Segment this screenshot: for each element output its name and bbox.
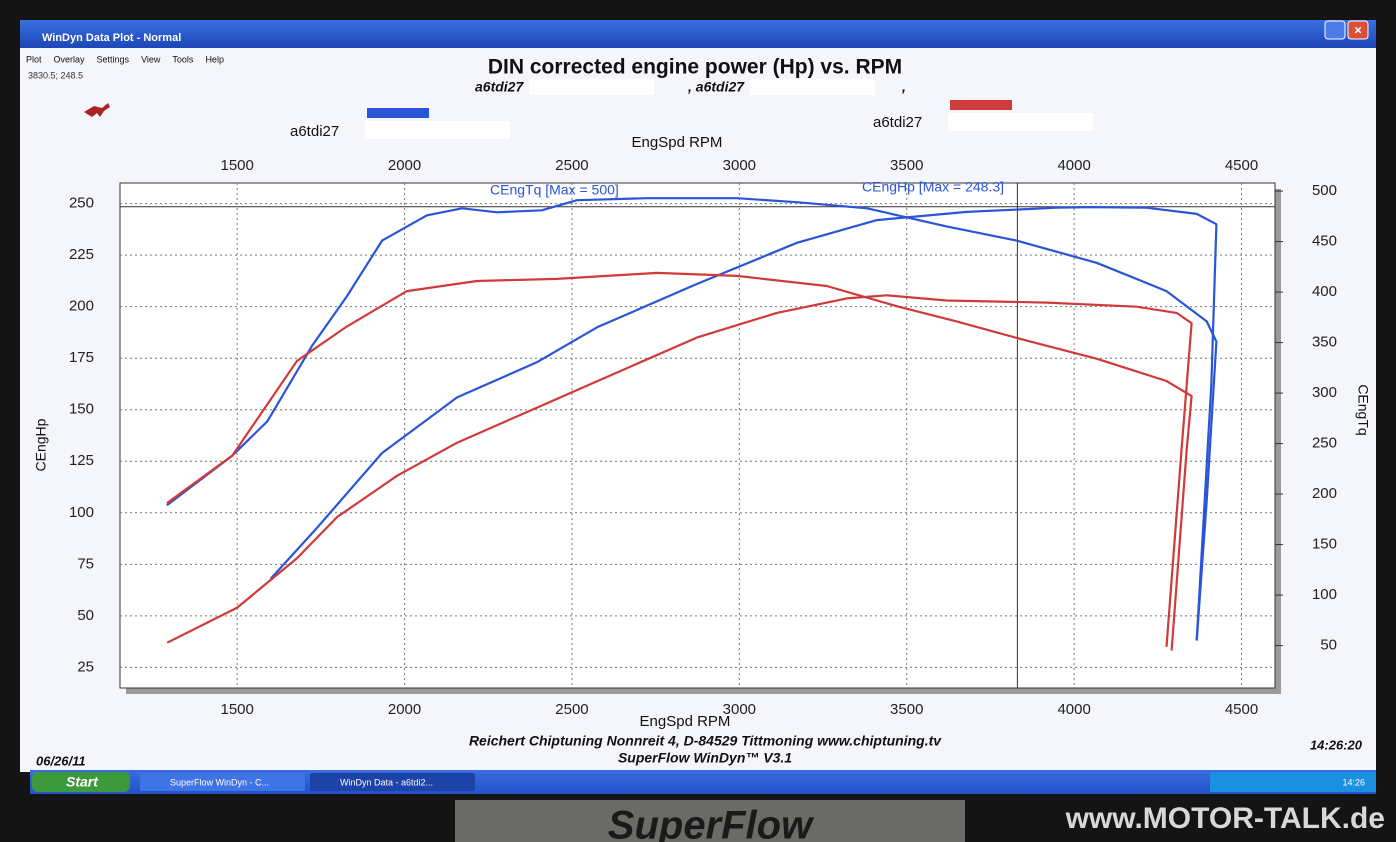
y2-tick-label: 300 bbox=[1312, 384, 1337, 401]
y-tick-label: 150 bbox=[69, 401, 94, 418]
menu-bar: Plot Overlay Settings View Tools Help bbox=[26, 54, 224, 64]
x-tick-label: 4500 bbox=[1225, 701, 1258, 718]
redaction bbox=[750, 79, 876, 95]
y2-tick-label: 350 bbox=[1312, 334, 1337, 351]
y-tick-label: 175 bbox=[69, 349, 94, 366]
footer: Reichert Chiptuning Nonnreit 4, D-84529 … bbox=[469, 733, 942, 749]
chart-subtitle: , a6tdi27 bbox=[687, 79, 745, 95]
annotation: CEngHp [Max = 248.3] bbox=[862, 179, 1004, 195]
x-tick-label: 4500 bbox=[1225, 157, 1258, 174]
task-label: SuperFlow WinDyn - C... bbox=[170, 777, 269, 787]
legend-swatch bbox=[950, 100, 1012, 110]
y-tick-label: 25 bbox=[77, 658, 94, 675]
logo bbox=[84, 103, 110, 117]
maximize-button[interactable] bbox=[1324, 20, 1346, 40]
monitor-plate bbox=[455, 800, 965, 842]
x-tick-label: 3000 bbox=[723, 157, 756, 174]
y-tick-label: 125 bbox=[69, 452, 94, 469]
task-button[interactable] bbox=[140, 773, 305, 791]
y-tick-label: 100 bbox=[69, 504, 94, 521]
chart: DIN corrected engine power (Hp) vs. RPMa… bbox=[33, 56, 1372, 769]
y-tick-label: 225 bbox=[69, 246, 94, 263]
y-axis-title: CEngHp bbox=[33, 418, 49, 471]
x-tick-label: 4000 bbox=[1057, 157, 1090, 174]
footer: SuperFlow WinDyn™ V3.1 bbox=[618, 750, 792, 766]
y2-tick-label: 400 bbox=[1312, 283, 1337, 300]
chart-subtitle: a6tdi27 bbox=[475, 79, 524, 95]
close-button[interactable] bbox=[1347, 20, 1369, 40]
menu-item[interactable]: Plot bbox=[26, 54, 42, 64]
menu-item[interactable]: View bbox=[141, 54, 161, 64]
y-tick-label: 50 bbox=[77, 607, 94, 624]
y2-tick-label: 100 bbox=[1312, 586, 1337, 603]
x-tick-label: 2500 bbox=[555, 157, 588, 174]
x-tick-label: 3000 bbox=[723, 701, 756, 718]
menu-item[interactable]: Overlay bbox=[54, 54, 86, 64]
chart-subtitle: , bbox=[901, 79, 906, 95]
time: 14:26:20 bbox=[1310, 737, 1363, 752]
status-readout: 3830.5; 248.5 bbox=[28, 70, 83, 80]
x-tick-label: 2000 bbox=[388, 701, 421, 718]
y2-tick-label: 500 bbox=[1312, 182, 1337, 199]
watermark: www.MOTOR-TALK.de bbox=[1065, 802, 1385, 835]
data-line bbox=[166, 271, 1193, 651]
task-button[interactable] bbox=[310, 773, 475, 791]
redaction bbox=[529, 79, 655, 95]
start-label: Start bbox=[66, 774, 99, 790]
legend-label: a6tdi27 bbox=[290, 123, 339, 140]
y2-tick-label: 450 bbox=[1312, 233, 1337, 250]
x-axis-title: EngSpd RPM bbox=[640, 713, 731, 730]
y-tick-label: 75 bbox=[77, 555, 94, 572]
redaction bbox=[948, 113, 1093, 131]
x-tick-label: 1500 bbox=[220, 157, 253, 174]
close-icon: × bbox=[1354, 22, 1362, 37]
y2-tick-label: 50 bbox=[1320, 637, 1337, 654]
clock: 14:26 bbox=[1342, 777, 1365, 787]
plot-area bbox=[119, 182, 1276, 689]
chart-title: DIN corrected engine power (Hp) vs. RPM bbox=[488, 56, 902, 79]
x-tick-label: 3500 bbox=[890, 157, 923, 174]
title-bar bbox=[20, 20, 1376, 48]
menu-item[interactable]: Help bbox=[205, 54, 224, 64]
data-line bbox=[166, 294, 1193, 647]
redaction bbox=[365, 121, 510, 139]
y2-tick-label: 250 bbox=[1312, 435, 1337, 452]
legend-swatch bbox=[367, 108, 429, 118]
start-button[interactable] bbox=[32, 772, 130, 792]
date: 06/26/11 bbox=[36, 753, 86, 768]
menu-item[interactable]: Settings bbox=[97, 54, 130, 64]
y2-tick-label: 150 bbox=[1312, 536, 1337, 553]
task-label: WinDyn Data - a6tdi2... bbox=[340, 777, 433, 787]
x-tick-label: 2500 bbox=[555, 701, 588, 718]
data-line bbox=[269, 206, 1218, 641]
annotation: CEngTq [Max = 500] bbox=[490, 182, 619, 198]
x-tick-label: 1500 bbox=[220, 701, 253, 718]
data-line bbox=[166, 197, 1218, 641]
menu-item[interactable]: Tools bbox=[172, 54, 194, 64]
y-tick-label: 250 bbox=[69, 195, 94, 212]
y2-tick-label: 200 bbox=[1312, 485, 1337, 502]
x-tick-label: 2000 bbox=[388, 157, 421, 174]
y-tick-label: 200 bbox=[69, 298, 94, 315]
y2-axis-title: CEngTq bbox=[1355, 384, 1371, 435]
tray bbox=[1210, 772, 1376, 792]
x-tick-label: 4000 bbox=[1057, 701, 1090, 718]
x-axis-title: EngSpd RPM bbox=[632, 134, 723, 151]
x-tick-label: 3500 bbox=[890, 701, 923, 718]
legend-label: a6tdi27 bbox=[873, 114, 922, 131]
monitor-label: SuperFlow bbox=[608, 804, 815, 842]
window-title: WinDyn Data Plot - Normal bbox=[42, 32, 181, 44]
